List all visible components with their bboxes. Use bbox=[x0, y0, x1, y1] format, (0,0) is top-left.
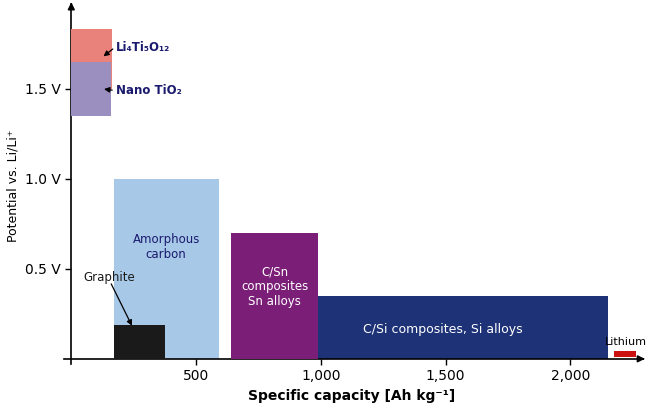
Bar bbox=[281, 296, 608, 359]
Text: Graphite: Graphite bbox=[84, 271, 135, 284]
Text: Amorphous
carbon: Amorphous carbon bbox=[132, 233, 200, 261]
Y-axis label: Potential vs. Li/Li⁺: Potential vs. Li/Li⁺ bbox=[7, 130, 20, 242]
Bar bbox=[114, 325, 165, 359]
Text: Lithium: Lithium bbox=[605, 337, 647, 347]
Text: Nano TiO₂: Nano TiO₂ bbox=[116, 84, 181, 97]
Text: C/Sn
composites
Sn alloys: C/Sn composites Sn alloys bbox=[241, 265, 308, 308]
Bar bbox=[71, 62, 111, 116]
Bar bbox=[114, 179, 218, 359]
Bar bbox=[231, 233, 318, 359]
Text: Li₄Ti₅O₁₂: Li₄Ti₅O₁₂ bbox=[116, 41, 170, 54]
Bar bbox=[614, 351, 636, 357]
X-axis label: Specific capacity [Ah kg⁻¹]: Specific capacity [Ah kg⁻¹] bbox=[249, 389, 456, 403]
Bar bbox=[71, 29, 112, 89]
Text: C/Si composites, Si alloys: C/Si composites, Si alloys bbox=[363, 323, 523, 336]
